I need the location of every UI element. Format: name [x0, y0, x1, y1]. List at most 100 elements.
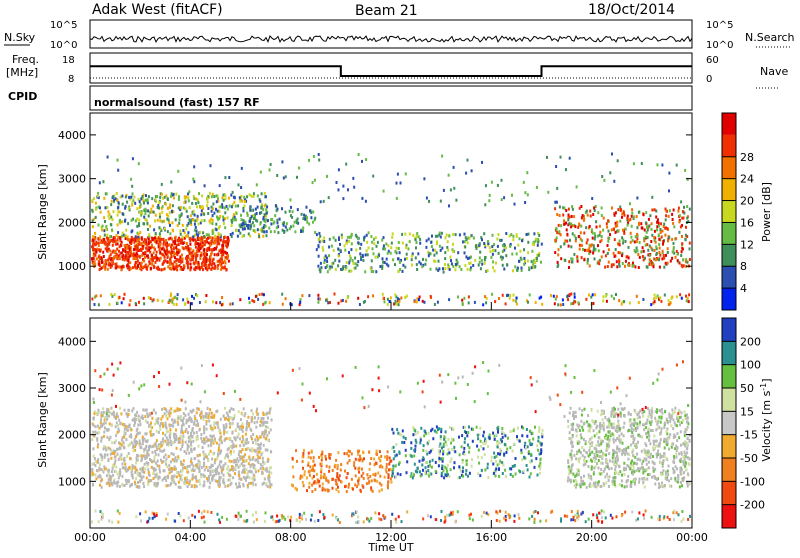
echo-cell — [123, 446, 125, 449]
echo-cell — [185, 195, 187, 198]
echo-cell — [202, 245, 204, 248]
echo-cell — [224, 211, 226, 214]
echo-cell — [195, 464, 197, 467]
echo-cell — [477, 456, 479, 459]
echo-cell — [224, 251, 226, 254]
echo-cell — [163, 243, 165, 246]
echo-cell — [321, 462, 323, 465]
echo-cell — [527, 241, 529, 244]
echo-cell — [673, 242, 675, 245]
echo-cell — [398, 451, 400, 454]
echo-cell — [233, 450, 235, 453]
echo-cell — [196, 485, 198, 488]
echo-cell — [116, 248, 118, 251]
echo-cell — [192, 235, 194, 238]
echo-cell — [116, 481, 118, 484]
echo-cell — [124, 207, 126, 210]
echo-cell — [215, 301, 217, 304]
echo-cell — [257, 455, 259, 458]
echo-cell — [100, 249, 102, 252]
echo-cell — [526, 233, 528, 236]
echo-cell — [100, 422, 102, 425]
echo-cell — [342, 299, 344, 302]
echo-cell — [162, 205, 164, 208]
echo-cell — [546, 156, 548, 159]
echo-cell — [433, 260, 435, 263]
echo-cell — [189, 237, 191, 240]
echo-cell — [264, 432, 266, 435]
echo-cell — [119, 245, 121, 248]
echo-cell — [149, 225, 151, 228]
echo-cell — [196, 205, 198, 208]
echo-cell — [241, 440, 243, 443]
echo-cell — [172, 229, 174, 232]
echo-cell — [203, 253, 205, 256]
echo-cell — [189, 219, 191, 222]
echo-cell — [129, 457, 131, 460]
echo-cell — [367, 477, 369, 480]
echo-cell — [161, 183, 163, 186]
echo-cell — [487, 463, 489, 466]
echo-cell — [512, 269, 514, 272]
echo-cell — [375, 270, 377, 273]
echo-cell — [276, 219, 278, 222]
echo-cell — [415, 441, 417, 444]
echo-cell — [135, 468, 137, 471]
echo-cell — [142, 436, 144, 439]
echo-cell — [124, 484, 126, 487]
echo-cell — [182, 437, 184, 440]
echo-cell — [660, 231, 662, 234]
echo-cell — [257, 206, 259, 209]
echo-cell — [106, 206, 108, 209]
echo-cell — [668, 172, 670, 175]
echo-cell — [427, 469, 429, 472]
echo-cell — [266, 205, 268, 208]
echo-cell — [251, 195, 253, 198]
echo-cell — [509, 446, 511, 449]
echo-cell — [165, 460, 167, 463]
echo-cell — [194, 417, 196, 420]
echo-cell — [144, 468, 146, 471]
echo-cell — [401, 233, 403, 236]
echo-cell — [454, 268, 456, 271]
echo-cell — [484, 469, 486, 472]
echo-cell — [329, 267, 331, 270]
echo-cell — [218, 249, 220, 252]
echo-cell — [264, 213, 266, 216]
echo-cell — [373, 242, 375, 245]
echo-cell — [266, 230, 268, 233]
echo-cell — [608, 248, 610, 251]
echo-cell — [162, 450, 164, 453]
echo-cell — [139, 443, 141, 446]
echo-cell — [224, 407, 226, 410]
echo-cell — [568, 208, 570, 211]
echo-cell — [169, 224, 171, 227]
echo-cell — [197, 201, 199, 204]
echo-cell — [254, 416, 256, 419]
echo-cell — [314, 488, 316, 491]
echo-cell — [370, 486, 372, 489]
echo-cell — [125, 195, 127, 198]
echo-cell — [119, 471, 121, 474]
echo-cell — [448, 438, 450, 441]
echo-cell — [338, 188, 340, 191]
echo-cell — [176, 303, 178, 306]
echo-cell — [239, 464, 241, 467]
echo-cell — [286, 222, 288, 225]
echo-cell — [172, 204, 174, 207]
echo-cell — [249, 301, 251, 304]
echo-cell — [440, 236, 442, 239]
freq-unit-label: [MHz] — [6, 66, 38, 79]
echo-cell — [119, 265, 121, 268]
echo-cell — [218, 449, 220, 452]
echo-cell — [211, 195, 213, 198]
colorbar-tick-label: 8 — [740, 260, 747, 273]
echo-cell — [196, 411, 198, 414]
echo-cell — [337, 248, 339, 251]
echo-cell — [248, 297, 250, 300]
echo-cell — [167, 417, 169, 420]
echo-cell — [627, 215, 629, 218]
echo-cell — [419, 296, 421, 299]
echo-cell — [251, 450, 253, 453]
echo-cell — [428, 440, 430, 443]
